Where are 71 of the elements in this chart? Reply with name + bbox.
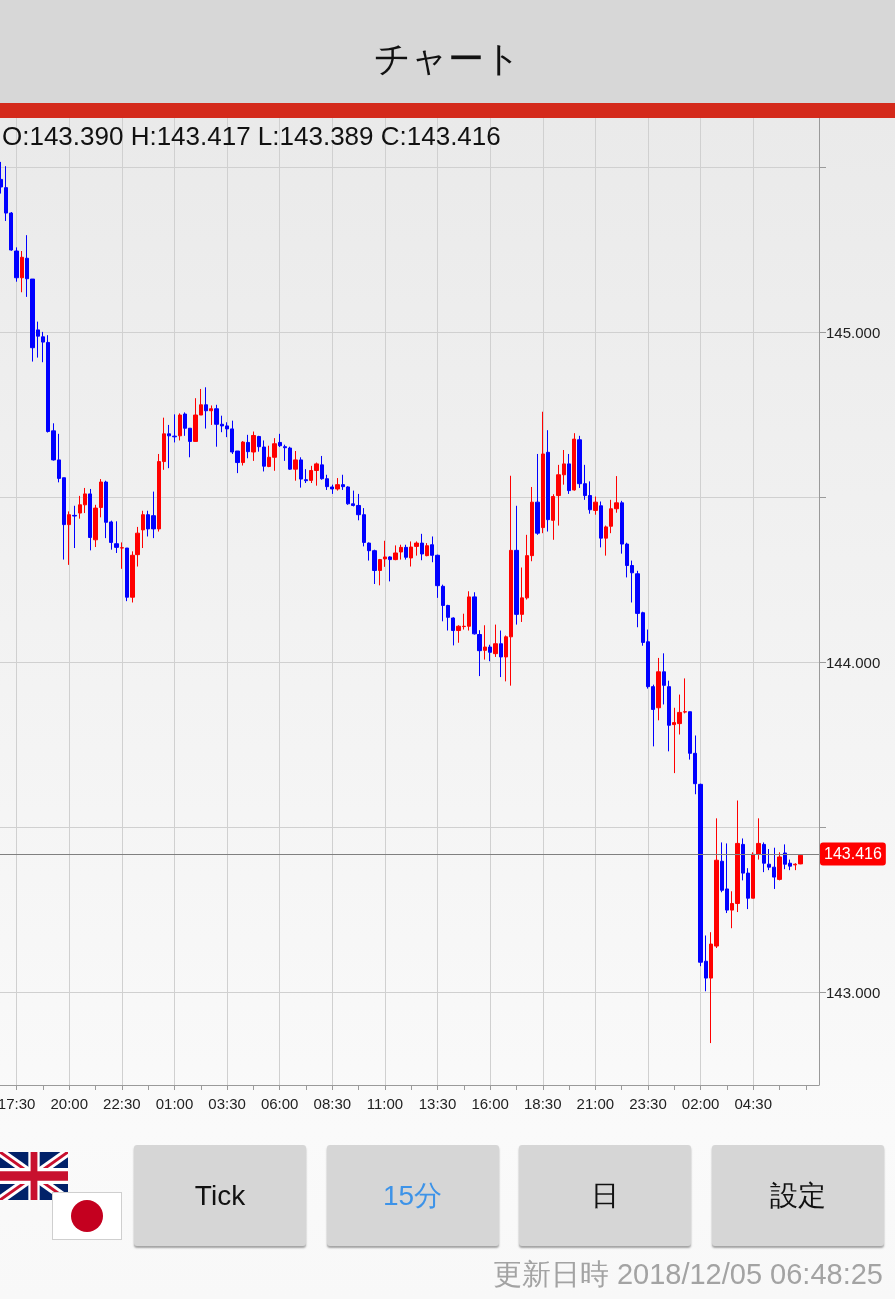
y-tick-label: 143.000: [826, 984, 881, 1002]
candlestick: [546, 429, 550, 533]
button[interactable]: Tick: [134, 1145, 306, 1246]
x-tick-label: 06:00: [260, 1095, 299, 1112]
candlestick: [551, 493, 555, 541]
candlestick: [599, 501, 603, 548]
candlestick: [88, 488, 92, 551]
candlestick: [20, 250, 24, 293]
candlestick: [293, 450, 298, 482]
chart-title: チャート: [374, 38, 521, 79]
candlestick: [477, 629, 482, 677]
candlestick: [241, 440, 245, 467]
candlestick: [572, 432, 576, 492]
candlestick: [335, 477, 340, 492]
x-tick-label: 16:00: [471, 1095, 509, 1112]
x-tick-label: 23:30: [629, 1095, 667, 1112]
x-tick-label: 08:30: [313, 1095, 352, 1112]
candlestick: [751, 851, 755, 899]
button[interactable]: 設定: [711, 1145, 884, 1246]
candlestick: [72, 505, 77, 549]
x-tick-label: 18:30: [524, 1095, 562, 1112]
candlestick: [251, 431, 256, 462]
chart-subtitle: O:143.390 H:143.417 L:143.389 C:143.416: [2, 121, 501, 151]
x-tick-label: 21:00: [576, 1095, 615, 1112]
candlestick: [425, 542, 429, 557]
text: 更新日時 2018/12/05 06:48:25: [492, 1258, 883, 1290]
candlestick: [246, 434, 250, 459]
candlestick: [388, 555, 392, 582]
candlestick: [541, 411, 545, 534]
candlestick: [135, 526, 140, 568]
candlestick: [499, 630, 503, 678]
candlestick: [404, 544, 408, 561]
x-tick-label: 20:00: [50, 1095, 88, 1112]
candlestick: [662, 652, 666, 705]
candlestick: [420, 533, 424, 561]
x-tick-label: 22:30: [103, 1095, 141, 1112]
candlestick: [172, 413, 177, 443]
candlestick: [141, 510, 145, 549]
candlestick: [204, 386, 208, 430]
candlestick: [656, 657, 661, 721]
x-tick-label: 13:30: [418, 1095, 457, 1112]
candlestick: [756, 817, 761, 861]
x-tick-label: 02:00: [681, 1095, 720, 1112]
candlestick: [67, 510, 71, 566]
candlestick: [120, 541, 124, 570]
candlestick: [130, 550, 135, 603]
x-tick-label: 11:00: [366, 1095, 404, 1112]
candlestick: [167, 424, 171, 469]
candlestick: [483, 624, 487, 661]
candlestick: [762, 841, 766, 873]
candlestick: [777, 851, 782, 881]
ref-line-label: 143.416: [824, 845, 882, 863]
candlestick: [488, 644, 492, 662]
candlestick: [178, 412, 182, 441]
candlestick: [114, 520, 119, 554]
candlestick: [472, 591, 477, 635]
candlestick: [593, 496, 598, 516]
x-tick-label: 04:30: [734, 1095, 772, 1112]
candlestick: [125, 547, 129, 602]
candlestick: [514, 505, 519, 626]
x-tick-label: 03:30: [208, 1095, 246, 1112]
candlestick: [278, 433, 282, 448]
y-tick-label: 145.000: [826, 324, 881, 342]
candlestick: [567, 453, 571, 495]
candlestick: [493, 624, 498, 658]
candlestick: [209, 404, 213, 426]
candlestick: [667, 680, 671, 752]
x-tick-label: 01:00: [155, 1095, 194, 1112]
y-tick-label: 144.000: [826, 654, 881, 672]
button[interactable]: 日: [519, 1145, 691, 1246]
candlestick: [535, 453, 540, 536]
